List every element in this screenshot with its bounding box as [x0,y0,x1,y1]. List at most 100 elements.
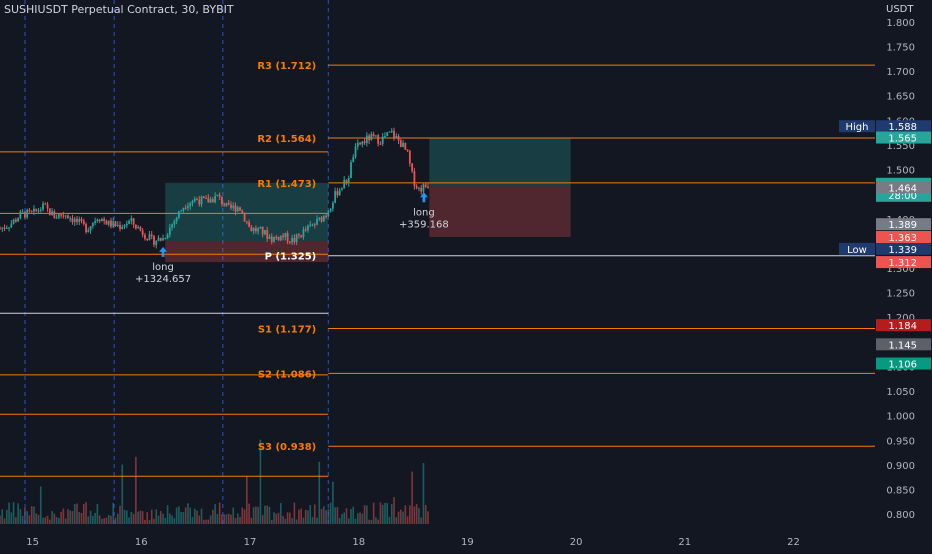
candle-body [406,149,409,151]
volume-bar [71,511,74,524]
volume-bar [409,505,411,524]
price-tick-label: 1.300 [886,264,915,275]
volume-bar [159,511,162,524]
candle-body [85,223,87,232]
trade-label: long [152,262,174,273]
volume-bar [85,502,87,524]
volume-bar [8,502,10,524]
volume-bar [320,508,323,524]
volume-bar [295,519,298,524]
candle-body [254,228,257,232]
candle-body [241,210,244,214]
candle-body [62,215,65,217]
volume-bar [0,515,1,524]
candle-body [94,221,97,223]
candle-body [399,140,402,148]
candle-body [60,214,63,216]
candle-body [171,224,174,228]
candle-body [386,132,389,137]
price-tag-box [876,218,931,231]
volume-bar [293,502,296,524]
pivot-label: S3 (0.938) [258,442,316,453]
volume-bar [334,507,336,524]
candle-body [37,210,40,212]
volume-bar [352,506,355,524]
volume-bar [406,516,409,524]
volume-bar [121,464,124,524]
candle-body [125,223,128,226]
volume-bar [341,514,343,524]
price-tick-label: 1.800 [886,18,915,29]
candle-body [316,219,318,225]
candle-body [89,226,92,231]
candle-body [388,131,391,133]
candle-body [375,135,377,137]
candle-body [336,191,339,196]
candle-body [284,233,287,238]
candle-body [130,218,133,221]
price-tags: High1.588Low1.3391.5651.47128:001.4661.4… [839,120,931,371]
volume-bar [277,512,280,524]
candle-body [73,218,76,223]
price-tick-label: 1.650 [886,92,915,103]
price-tick-label: 1.000 [886,412,915,423]
candle-body [57,214,60,218]
volume-bar [37,514,40,524]
volume-bar [275,513,278,524]
high-low-label-box [839,120,875,133]
volume-bar [60,511,62,524]
candle-body [264,230,266,235]
volume-bar [273,512,275,524]
price-tick-label: 0.900 [886,461,915,472]
candle-body [69,218,72,220]
volume-bar [252,507,255,524]
volume-bar [187,503,189,524]
volume-bar [76,503,78,524]
price-tick-label: 1.750 [886,42,915,53]
volume-bar [96,503,99,524]
volume-bar [132,513,135,524]
trade-zones [165,137,571,263]
volume-bar [372,502,375,524]
candle-body [261,226,264,235]
volume-bar [180,511,182,524]
price-tag-box [876,230,931,243]
volume-bar [338,518,341,524]
volume-bar [345,508,348,524]
candle-body [8,227,10,229]
candle-body [216,194,219,196]
candle-body [180,210,183,212]
volume-bar [368,519,370,524]
volume-bar [266,505,269,524]
candle-body [252,228,255,232]
volume-bar [198,515,201,524]
candle-body [359,142,361,145]
volume-bar [336,506,339,524]
candle-body [214,195,217,203]
candle-body [17,218,20,222]
time-tick-label: 19 [461,537,474,548]
candle-body [368,135,371,141]
volume-bar [300,508,302,524]
candle-body [295,234,298,243]
pivot-label: P (1.325) [265,252,317,263]
candle-body [159,237,162,241]
candle-body [259,226,262,229]
volume-bar [377,519,379,524]
volume-bar [1,509,4,524]
candle-body [12,219,15,224]
candle-body [141,230,144,235]
candle-body [166,234,169,239]
candle-body [402,142,404,148]
candle-body [390,130,393,132]
long-entry-arrow-icon [159,246,168,257]
volume-bar [94,512,96,524]
candle-body [211,199,214,203]
candle-body [300,235,303,237]
volume-bar [49,519,51,524]
volume-bar [311,516,314,524]
volume-bar [400,509,402,524]
volume-bar [137,511,139,524]
